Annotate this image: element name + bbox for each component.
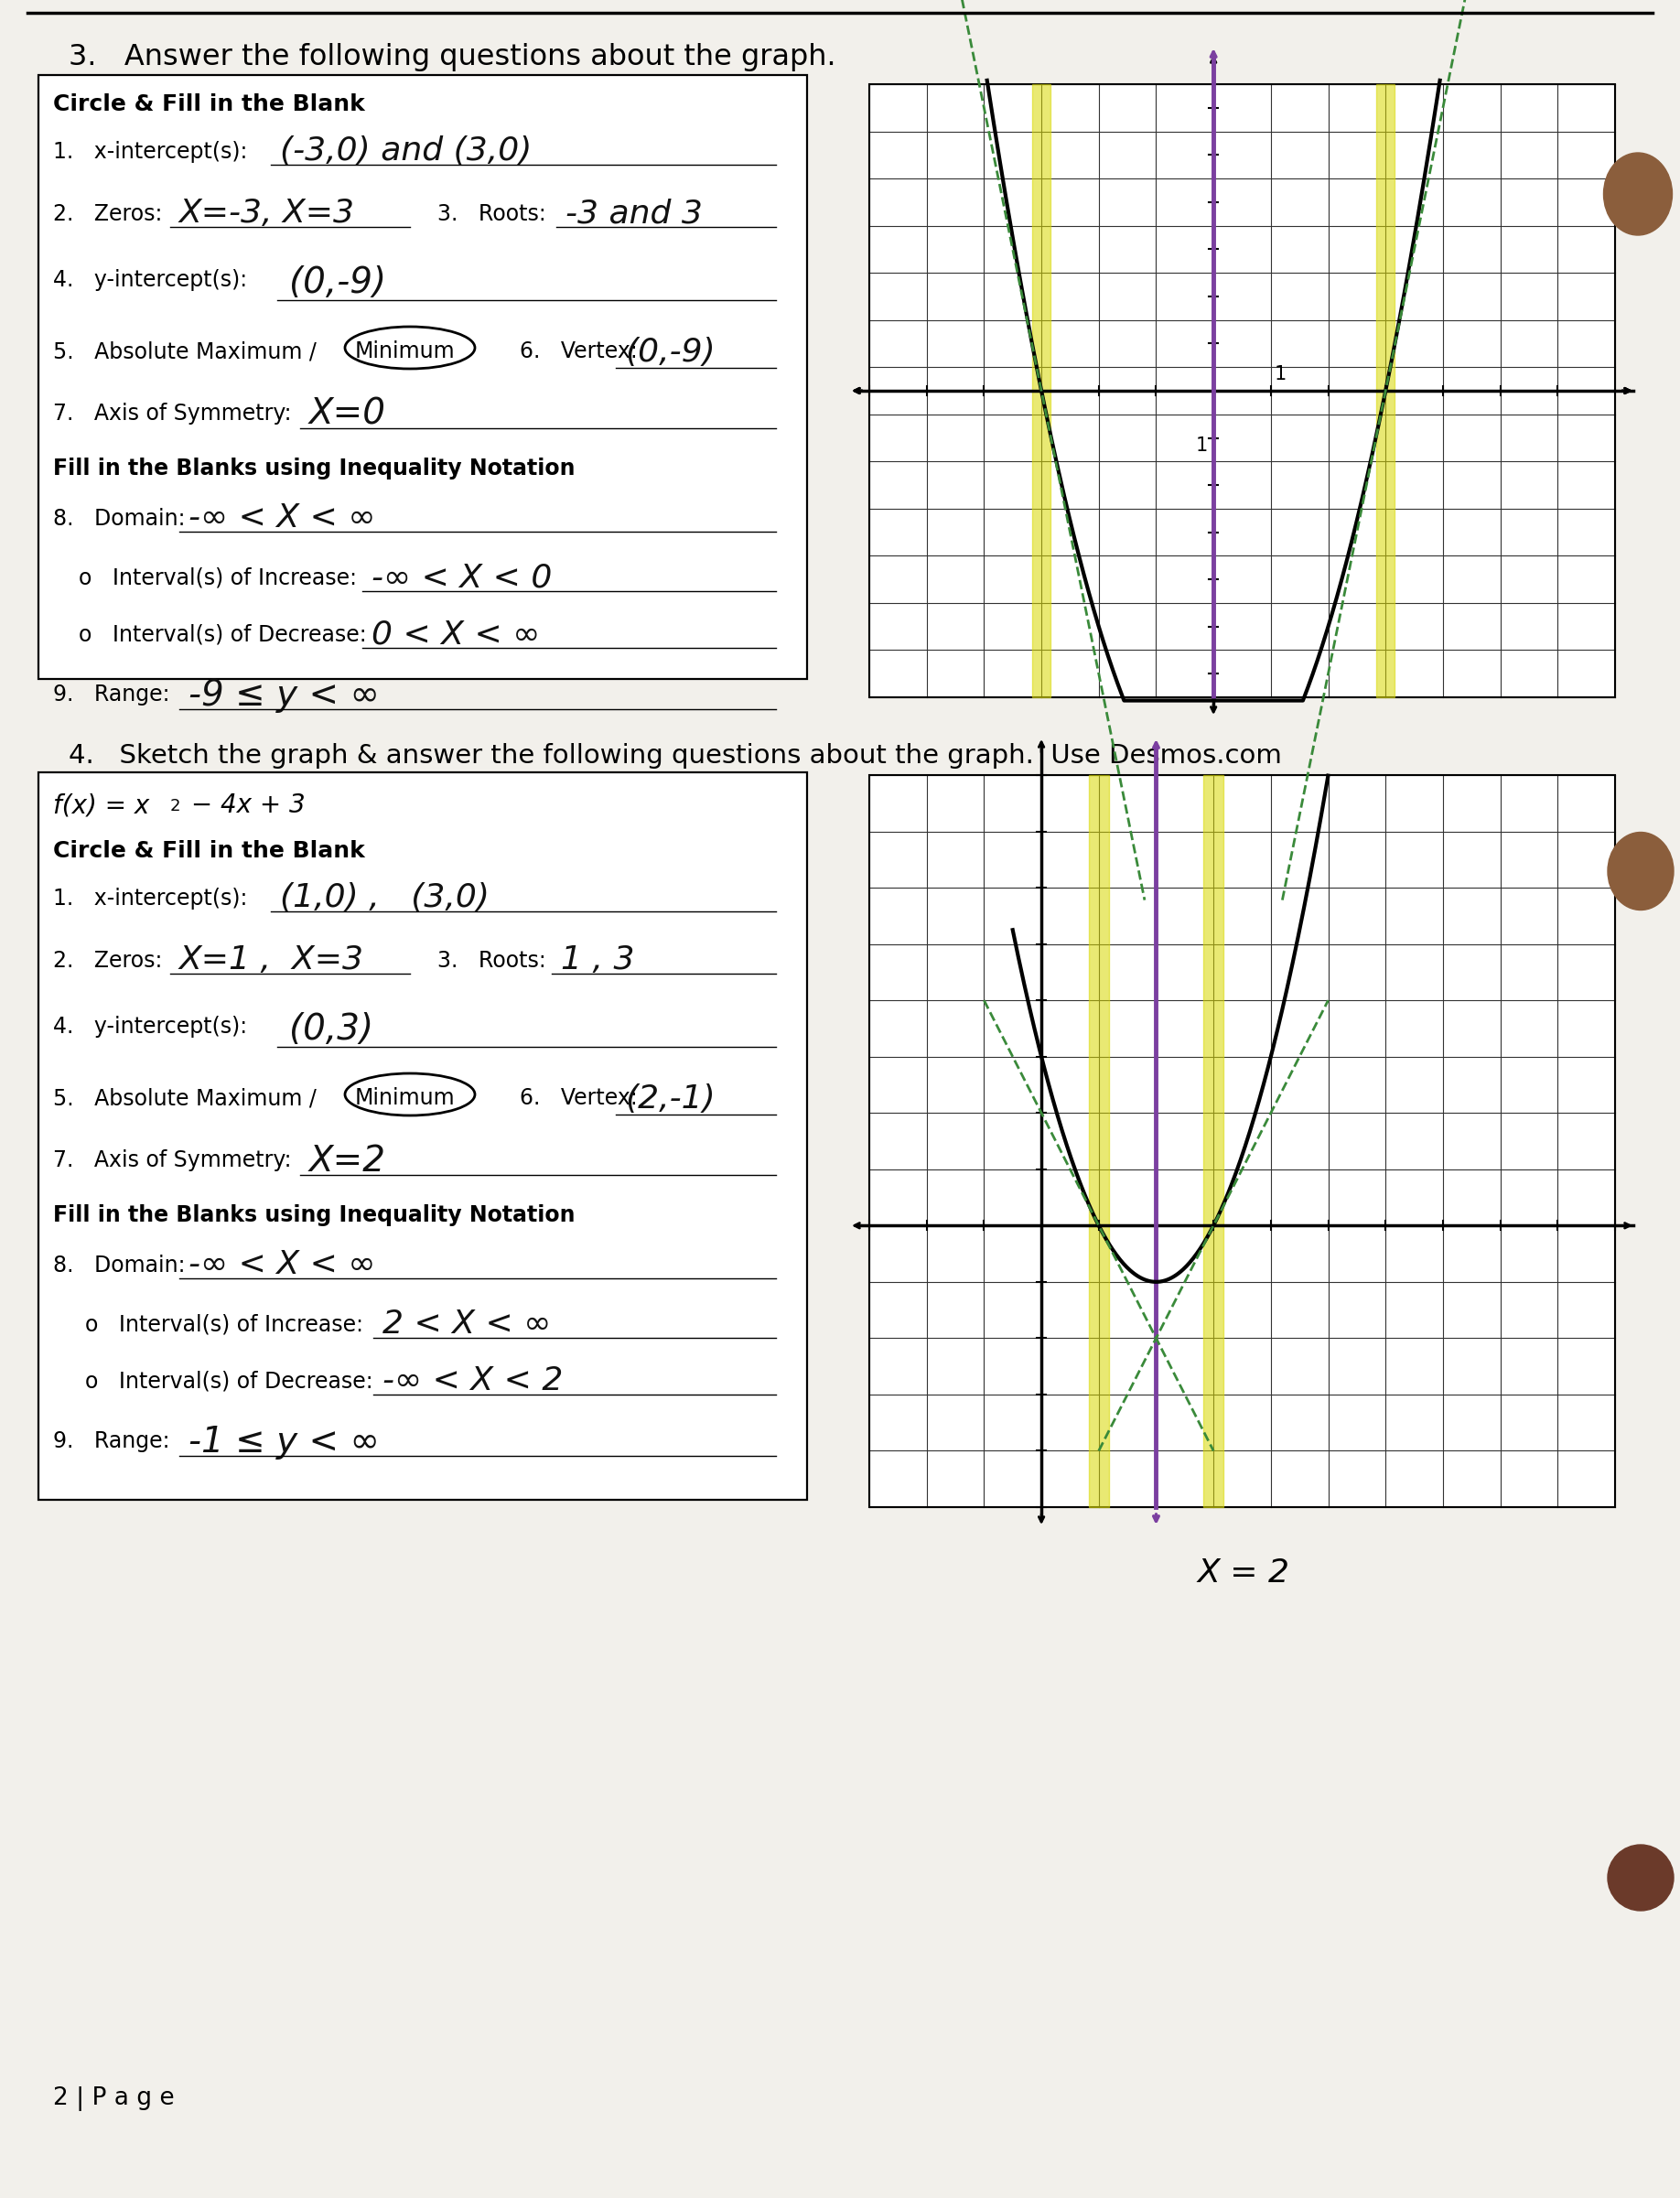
Text: 0 < X < ∞: 0 < X < ∞ — [371, 618, 541, 651]
Text: 1: 1 — [1196, 435, 1208, 455]
Text: 2 | P a g e: 2 | P a g e — [54, 2086, 175, 2110]
Text: -9 ≤ y < ∞: -9 ≤ y < ∞ — [188, 677, 380, 712]
Text: Circle & Fill in the Blank: Circle & Fill in the Blank — [54, 92, 365, 114]
Text: -1 ≤ y < ∞: -1 ≤ y < ∞ — [188, 1424, 380, 1459]
Text: X=0: X=0 — [309, 398, 386, 433]
Text: Fill in the Blanks using Inequality Notation: Fill in the Blanks using Inequality Nota… — [54, 1205, 575, 1226]
Text: (-3,0) and (3,0): (-3,0) and (3,0) — [281, 136, 533, 167]
Text: -3 and 3: -3 and 3 — [566, 198, 702, 229]
Text: Minimum: Minimum — [354, 1088, 455, 1110]
Text: -∞ < X < ∞: -∞ < X < ∞ — [188, 1248, 376, 1279]
Bar — [869, 84, 1614, 697]
Text: 2 < X < ∞: 2 < X < ∞ — [383, 1308, 551, 1339]
Bar — [39, 771, 806, 1499]
Bar — [39, 75, 806, 679]
Text: 7.   Axis of Symmetry:: 7. Axis of Symmetry: — [54, 402, 291, 424]
Text: 4.   y-intercept(s):: 4. y-intercept(s): — [54, 1015, 247, 1037]
Text: 8.   Domain:: 8. Domain: — [54, 508, 185, 530]
Text: 1.   x-intercept(s):: 1. x-intercept(s): — [54, 141, 247, 163]
Text: 3.   Roots:: 3. Roots: — [437, 202, 546, 224]
Text: o   Interval(s) of Increase:: o Interval(s) of Increase: — [86, 1314, 363, 1336]
Text: -∞ < X < 0: -∞ < X < 0 — [371, 563, 553, 593]
Text: f(x) = x: f(x) = x — [54, 793, 150, 818]
Text: − 4x + 3: − 4x + 3 — [183, 793, 306, 818]
Text: 4.   y-intercept(s):: 4. y-intercept(s): — [54, 268, 247, 290]
Ellipse shape — [1604, 154, 1672, 235]
Text: 2: 2 — [170, 798, 181, 815]
Text: o   Interval(s) of Increase:: o Interval(s) of Increase: — [79, 567, 356, 589]
Text: -∞ < X < ∞: -∞ < X < ∞ — [188, 503, 376, 534]
Text: 7.   Axis of Symmetry:: 7. Axis of Symmetry: — [54, 1150, 291, 1172]
Text: 5.   Absolute Maximum /: 5. Absolute Maximum / — [54, 1088, 316, 1110]
Text: Circle & Fill in the Blank: Circle & Fill in the Blank — [54, 840, 365, 862]
Text: 9.   Range:: 9. Range: — [54, 1431, 170, 1453]
Text: 2.   Zeros:: 2. Zeros: — [54, 202, 163, 224]
Text: o   Interval(s) of Decrease:: o Interval(s) of Decrease: — [79, 624, 366, 646]
Text: 3.   Answer the following questions about the graph.: 3. Answer the following questions about … — [69, 44, 837, 70]
Text: 8.   Domain:: 8. Domain: — [54, 1255, 185, 1277]
Text: 6.   Vertex:: 6. Vertex: — [519, 341, 637, 363]
Text: 1 , 3: 1 , 3 — [561, 945, 635, 976]
Ellipse shape — [1608, 1844, 1673, 1910]
Text: (0,-9): (0,-9) — [289, 266, 386, 301]
Text: o   Interval(s) of Decrease:: o Interval(s) of Decrease: — [86, 1372, 373, 1394]
Text: -∞ < X < 2: -∞ < X < 2 — [383, 1365, 563, 1396]
Text: Fill in the Blanks using Inequality Notation: Fill in the Blanks using Inequality Nota… — [54, 457, 575, 479]
Text: 6.   Vertex:: 6. Vertex: — [519, 1088, 637, 1110]
Text: Minimum: Minimum — [354, 341, 455, 363]
Bar — [869, 776, 1614, 1508]
Text: 3.   Roots:: 3. Roots: — [437, 950, 546, 972]
Text: 1: 1 — [1275, 365, 1287, 382]
Text: (1,0) ,   (3,0): (1,0) , (3,0) — [281, 881, 489, 912]
Bar — [869, 776, 1614, 1508]
Text: X = 2: X = 2 — [1198, 1558, 1290, 1589]
Text: X=-3, X=3: X=-3, X=3 — [180, 198, 354, 229]
Text: 1.   x-intercept(s):: 1. x-intercept(s): — [54, 888, 247, 910]
Text: X=2: X=2 — [309, 1143, 386, 1178]
Text: X=1 ,  X=3: X=1 , X=3 — [180, 945, 365, 976]
Text: (0,-9): (0,-9) — [625, 336, 716, 367]
Text: (0,3): (0,3) — [289, 1011, 373, 1046]
Text: (2,-1): (2,-1) — [625, 1084, 716, 1114]
Text: 2.   Zeros:: 2. Zeros: — [54, 950, 163, 972]
Ellipse shape — [1608, 833, 1673, 910]
Text: 4.   Sketch the graph & answer the following questions about the graph.  Use Des: 4. Sketch the graph & answer the followi… — [69, 743, 1282, 769]
Bar — [869, 84, 1614, 697]
Text: 5.   Absolute Maximum /: 5. Absolute Maximum / — [54, 341, 316, 363]
Text: 9.   Range:: 9. Range: — [54, 684, 170, 706]
